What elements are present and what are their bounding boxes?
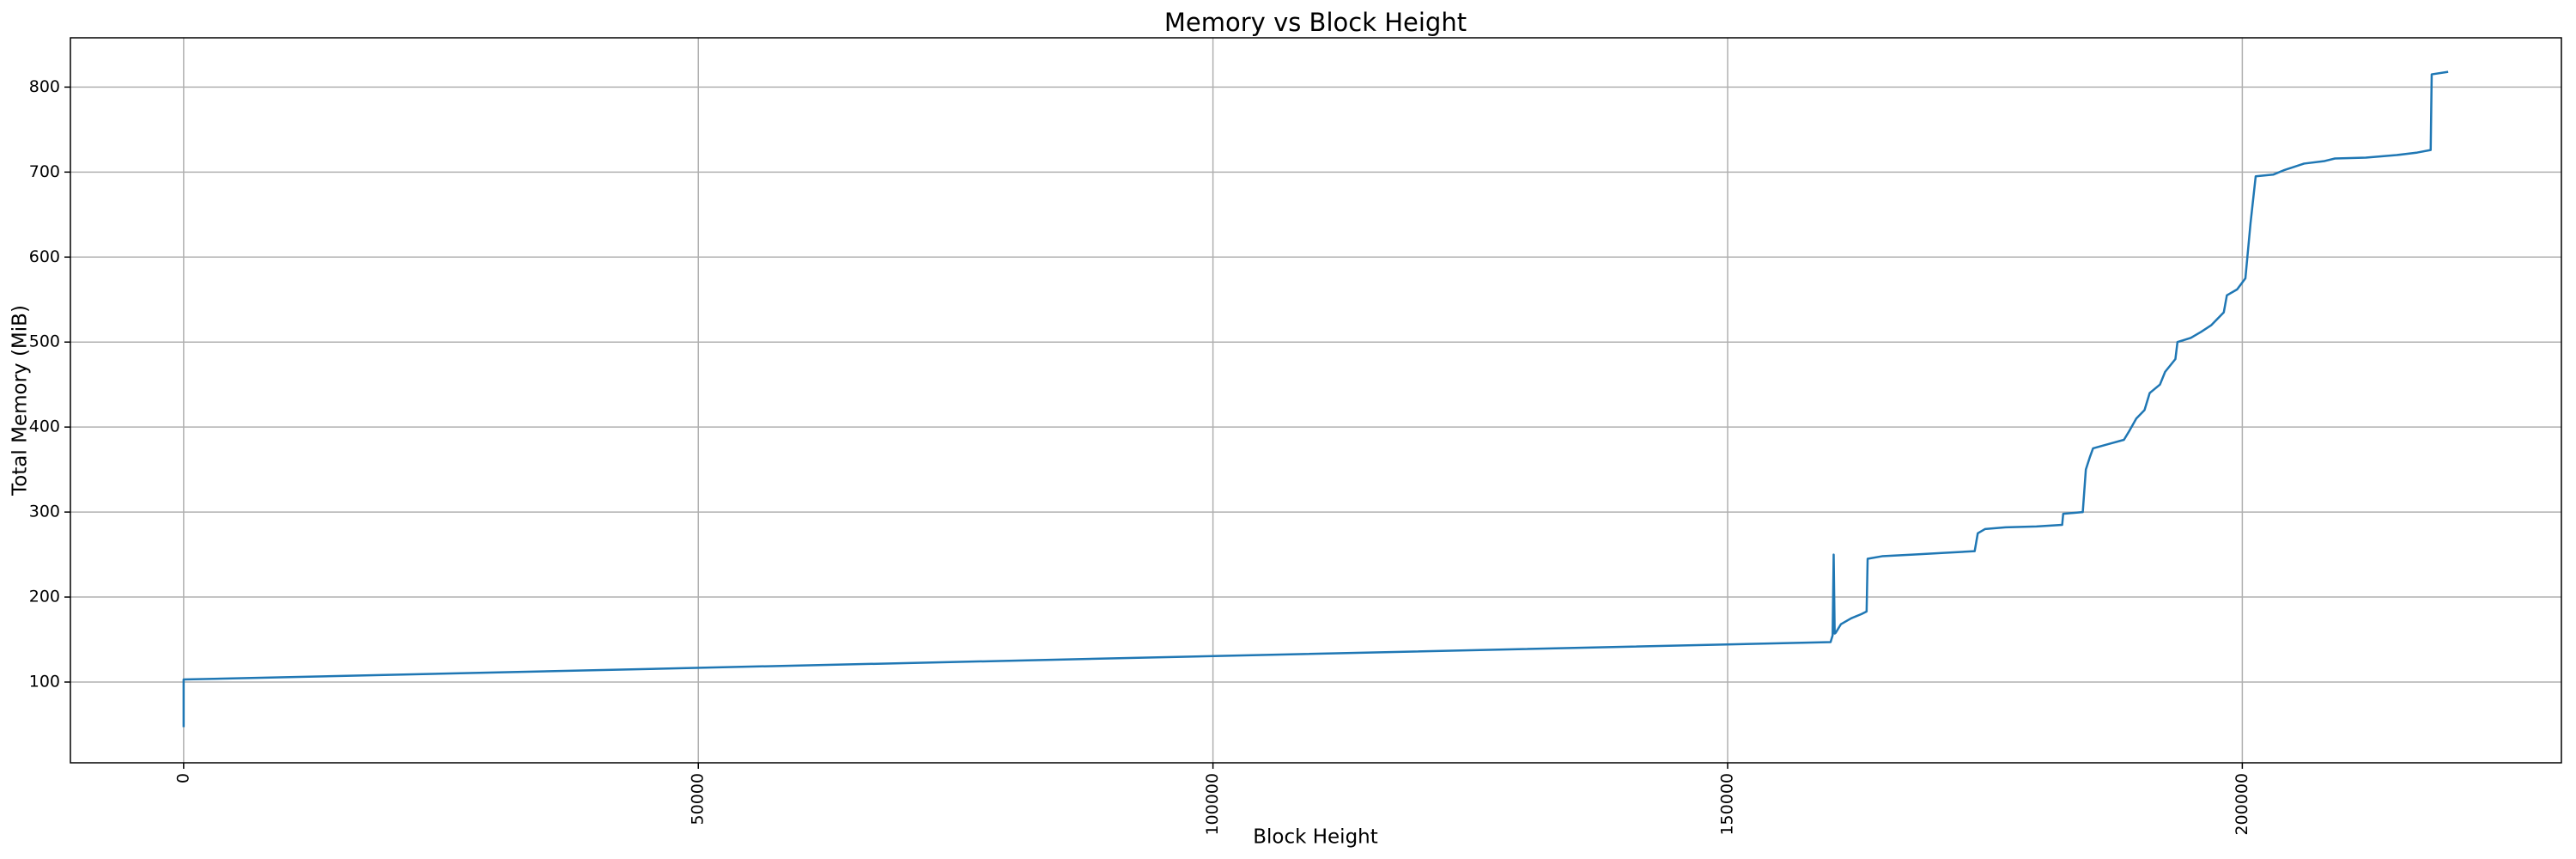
- y-tick-label: 700: [29, 162, 60, 181]
- data-line: [182, 70, 2449, 728]
- y-tick-label: 800: [29, 77, 60, 96]
- y-axis-label: Total Memory (MiB): [9, 305, 32, 497]
- plot-frame: [70, 37, 2562, 764]
- x-tick-label: 200000: [2233, 773, 2251, 836]
- y-tick-label: 200: [29, 588, 60, 606]
- x-tick-label: 50000: [689, 773, 708, 825]
- x-tick-label: 100000: [1203, 773, 1222, 836]
- x-axis-label: Block Height: [1253, 826, 1378, 849]
- y-tick-label: 500: [29, 332, 60, 351]
- y-tick-label: 100: [29, 673, 60, 691]
- chart-title: Memory vs Block Height: [1164, 8, 1467, 37]
- y-tick-label: 600: [29, 247, 60, 266]
- y-tick-label: 300: [29, 503, 60, 521]
- y-tick-label: 400: [29, 417, 60, 436]
- x-tick-label: 150000: [1718, 773, 1737, 836]
- x-tick-label: 0: [173, 773, 192, 783]
